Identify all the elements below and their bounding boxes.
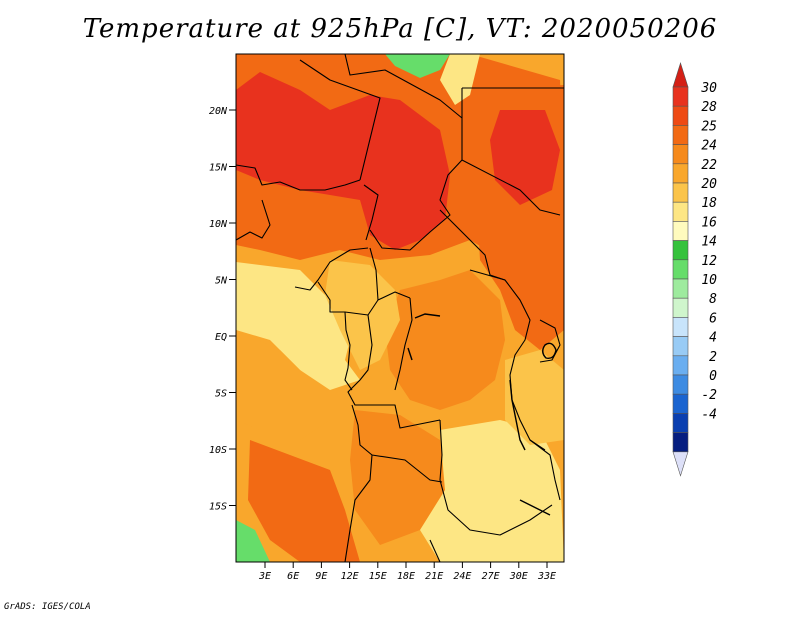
region-north-green: [385, 54, 450, 78]
colorbar-label: 0: [709, 369, 717, 384]
lakes: [407, 313, 557, 516]
region-coast-green: [236, 520, 270, 562]
colorbar-label: 20: [701, 177, 717, 192]
colorbar-swatch: [672, 125, 689, 145]
lat-tick-label: 10N: [209, 219, 228, 230]
longitude-axis: 3E 6E 9E 12E 15E 18E 21E 24E 27E 30E 33E: [258, 562, 556, 582]
colorbar-label: 22: [701, 158, 717, 173]
colorbar-swatch: [672, 297, 689, 318]
colorbar-swatch: [672, 182, 689, 203]
lon-tick-label: 24E: [453, 571, 471, 582]
region-cameroon-cool: [325, 260, 400, 370]
colorbar-swatch: [672, 240, 689, 261]
colorbar-label: 30: [700, 81, 717, 96]
colorbar-label: -2: [701, 388, 717, 403]
colorbar-bottom-cap: [672, 451, 689, 477]
colorbar-label: 2: [709, 350, 717, 365]
lat-tick-label: 5S: [215, 389, 227, 400]
lon-tick-label: 18E: [397, 571, 415, 582]
region-ocean-south: [236, 330, 330, 440]
colorbar-label: 14: [701, 235, 717, 250]
lat-tick-label: 5N: [215, 276, 228, 287]
lon-tick-label: 12E: [341, 571, 359, 582]
lat-tick-label: EQ: [215, 332, 227, 343]
colorbar-swatch: [672, 163, 689, 184]
colorbar-label: -4: [701, 407, 717, 422]
lon-tick-label: 9E: [315, 571, 327, 582]
lon-tick-label: 6E: [287, 571, 299, 582]
colorbar-top-cap: [672, 61, 689, 88]
region-angola-interior: [350, 410, 445, 545]
lon-tick-label: 15E: [369, 571, 387, 582]
region-sahel-hot: [236, 72, 450, 250]
colorbar-label: 10: [701, 273, 717, 288]
region-eastafrica-cool: [505, 350, 564, 445]
colorbar-label: 18: [701, 196, 717, 211]
country-borders: [235, 53, 564, 563]
colorbar-swatch: [672, 374, 689, 395]
lat-tick-label: 15N: [209, 163, 228, 174]
colorbar-swatch: [672, 413, 689, 433]
colorbar-swatch: [672, 336, 689, 357]
colorbar-swatch: [672, 86, 689, 107]
plot-frame: [235, 53, 565, 563]
grads-credit: GrADS: IGES/COLA: [4, 602, 91, 612]
region-congo-warm: [385, 270, 505, 410]
lat-tick-label: 10S: [209, 445, 227, 456]
lon-tick-label: 33E: [537, 571, 556, 582]
region-ethiopia-hot: [490, 110, 560, 205]
colorbar-swatch: [672, 105, 689, 126]
colorbar-label: 16: [701, 215, 717, 230]
lon-tick-label: 21E: [425, 571, 443, 582]
lon-tick-label: 30E: [509, 571, 528, 582]
region-angola-hot: [248, 440, 360, 562]
colorbar-label: 4: [709, 331, 717, 346]
colorbar-label: 8: [709, 292, 717, 307]
colorbar-label: 12: [701, 254, 717, 269]
colorbar-swatch: [672, 355, 689, 376]
colorbar-label: 28: [701, 100, 717, 115]
temperature-field: [236, 54, 564, 562]
lat-tick-label: 20N: [209, 106, 228, 117]
colorbar-swatch: [672, 144, 689, 165]
colorbar-swatch: [672, 432, 689, 453]
colorbar-swatch: [672, 393, 689, 414]
colorbar-swatch: [672, 317, 689, 337]
lon-tick-label: 27E: [482, 571, 500, 582]
colorbar-label: 6: [709, 311, 717, 326]
colorbar-swatch: [672, 221, 689, 241]
colorbar-label: 24: [701, 139, 717, 154]
region-zambia-cool: [420, 420, 564, 562]
map-title: Temperature at 925hPa [C], VT: 202005020…: [82, 14, 718, 44]
region-gulf-cool: [236, 262, 360, 390]
colorbar-swatch: [672, 278, 689, 299]
colorbar-label: 25: [701, 119, 717, 134]
latitude-axis: 20N 15N 10N 5N EQ 5S 10S 15S: [209, 106, 236, 513]
lon-tick-label: 3E: [258, 571, 271, 582]
region-north-pale: [440, 54, 480, 105]
lat-tick-label: 15S: [209, 502, 227, 513]
colorbar-swatch: [672, 201, 689, 222]
colorbar-swatch: [672, 259, 689, 280]
